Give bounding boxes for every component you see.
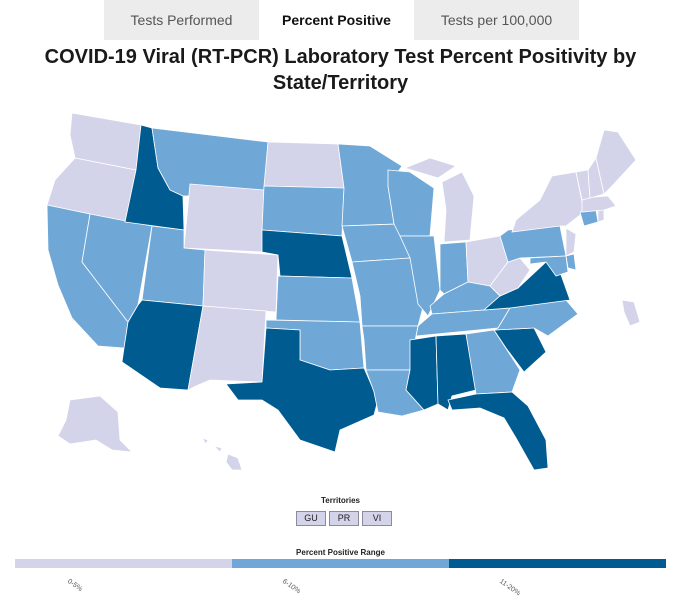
state-ct[interactable] (579, 209, 599, 227)
state-nm[interactable] (187, 305, 267, 391)
state-wi[interactable] (387, 169, 435, 237)
state-co[interactable] (202, 249, 279, 313)
state-nd[interactable] (263, 141, 345, 189)
view-tabs: Tests Performed Percent Positive Tests p… (104, 0, 579, 40)
territory-vi[interactable]: VI (362, 511, 392, 526)
state-fl[interactable] (447, 391, 549, 471)
legend-segment-high[interactable] (449, 559, 666, 568)
state-ak[interactable] (57, 395, 134, 453)
state-ks[interactable] (275, 275, 361, 323)
tab-percent-positive[interactable]: Percent Positive (259, 0, 414, 40)
state-wy[interactable] (183, 183, 265, 253)
territories-row: GU PR VI (296, 511, 392, 526)
page-title: COVID-19 Viral (RT-PCR) Laboratory Test … (44, 46, 637, 94)
legend-bar (15, 559, 666, 568)
legend-label-high: 11-20% (497, 578, 522, 598)
state-ri[interactable] (597, 209, 605, 223)
state-md[interactable] (529, 255, 569, 277)
legend-segment-mid[interactable] (232, 559, 449, 568)
tab-tests-performed[interactable]: Tests Performed (104, 0, 259, 40)
state-nj[interactable] (565, 227, 577, 257)
tab-tests-per-100000[interactable]: Tests per 100,000 (414, 0, 579, 40)
us-map-svg (46, 112, 641, 471)
state-mi[interactable] (403, 157, 475, 243)
state-ma[interactable] (581, 195, 617, 213)
us-map (0, 110, 681, 490)
territories-title: Territories (321, 496, 360, 505)
legend-label-mid: 6-10% (280, 578, 302, 596)
legend-label-low: 0-5% (65, 578, 84, 594)
state-sd[interactable] (261, 185, 345, 237)
legend-segment-low[interactable] (15, 559, 232, 568)
territory-pr[interactable]: PR (329, 511, 359, 526)
state-hi[interactable] (201, 437, 243, 471)
state-tx[interactable] (225, 327, 379, 453)
territory-gu[interactable]: GU (296, 511, 326, 526)
state-territory-pr[interactable] (621, 299, 641, 327)
state-il[interactable] (399, 235, 441, 317)
state-ny[interactable] (511, 171, 585, 233)
legend-title: Percent Positive Range (296, 548, 385, 557)
state-me[interactable] (595, 129, 637, 195)
state-ga[interactable] (465, 329, 521, 395)
